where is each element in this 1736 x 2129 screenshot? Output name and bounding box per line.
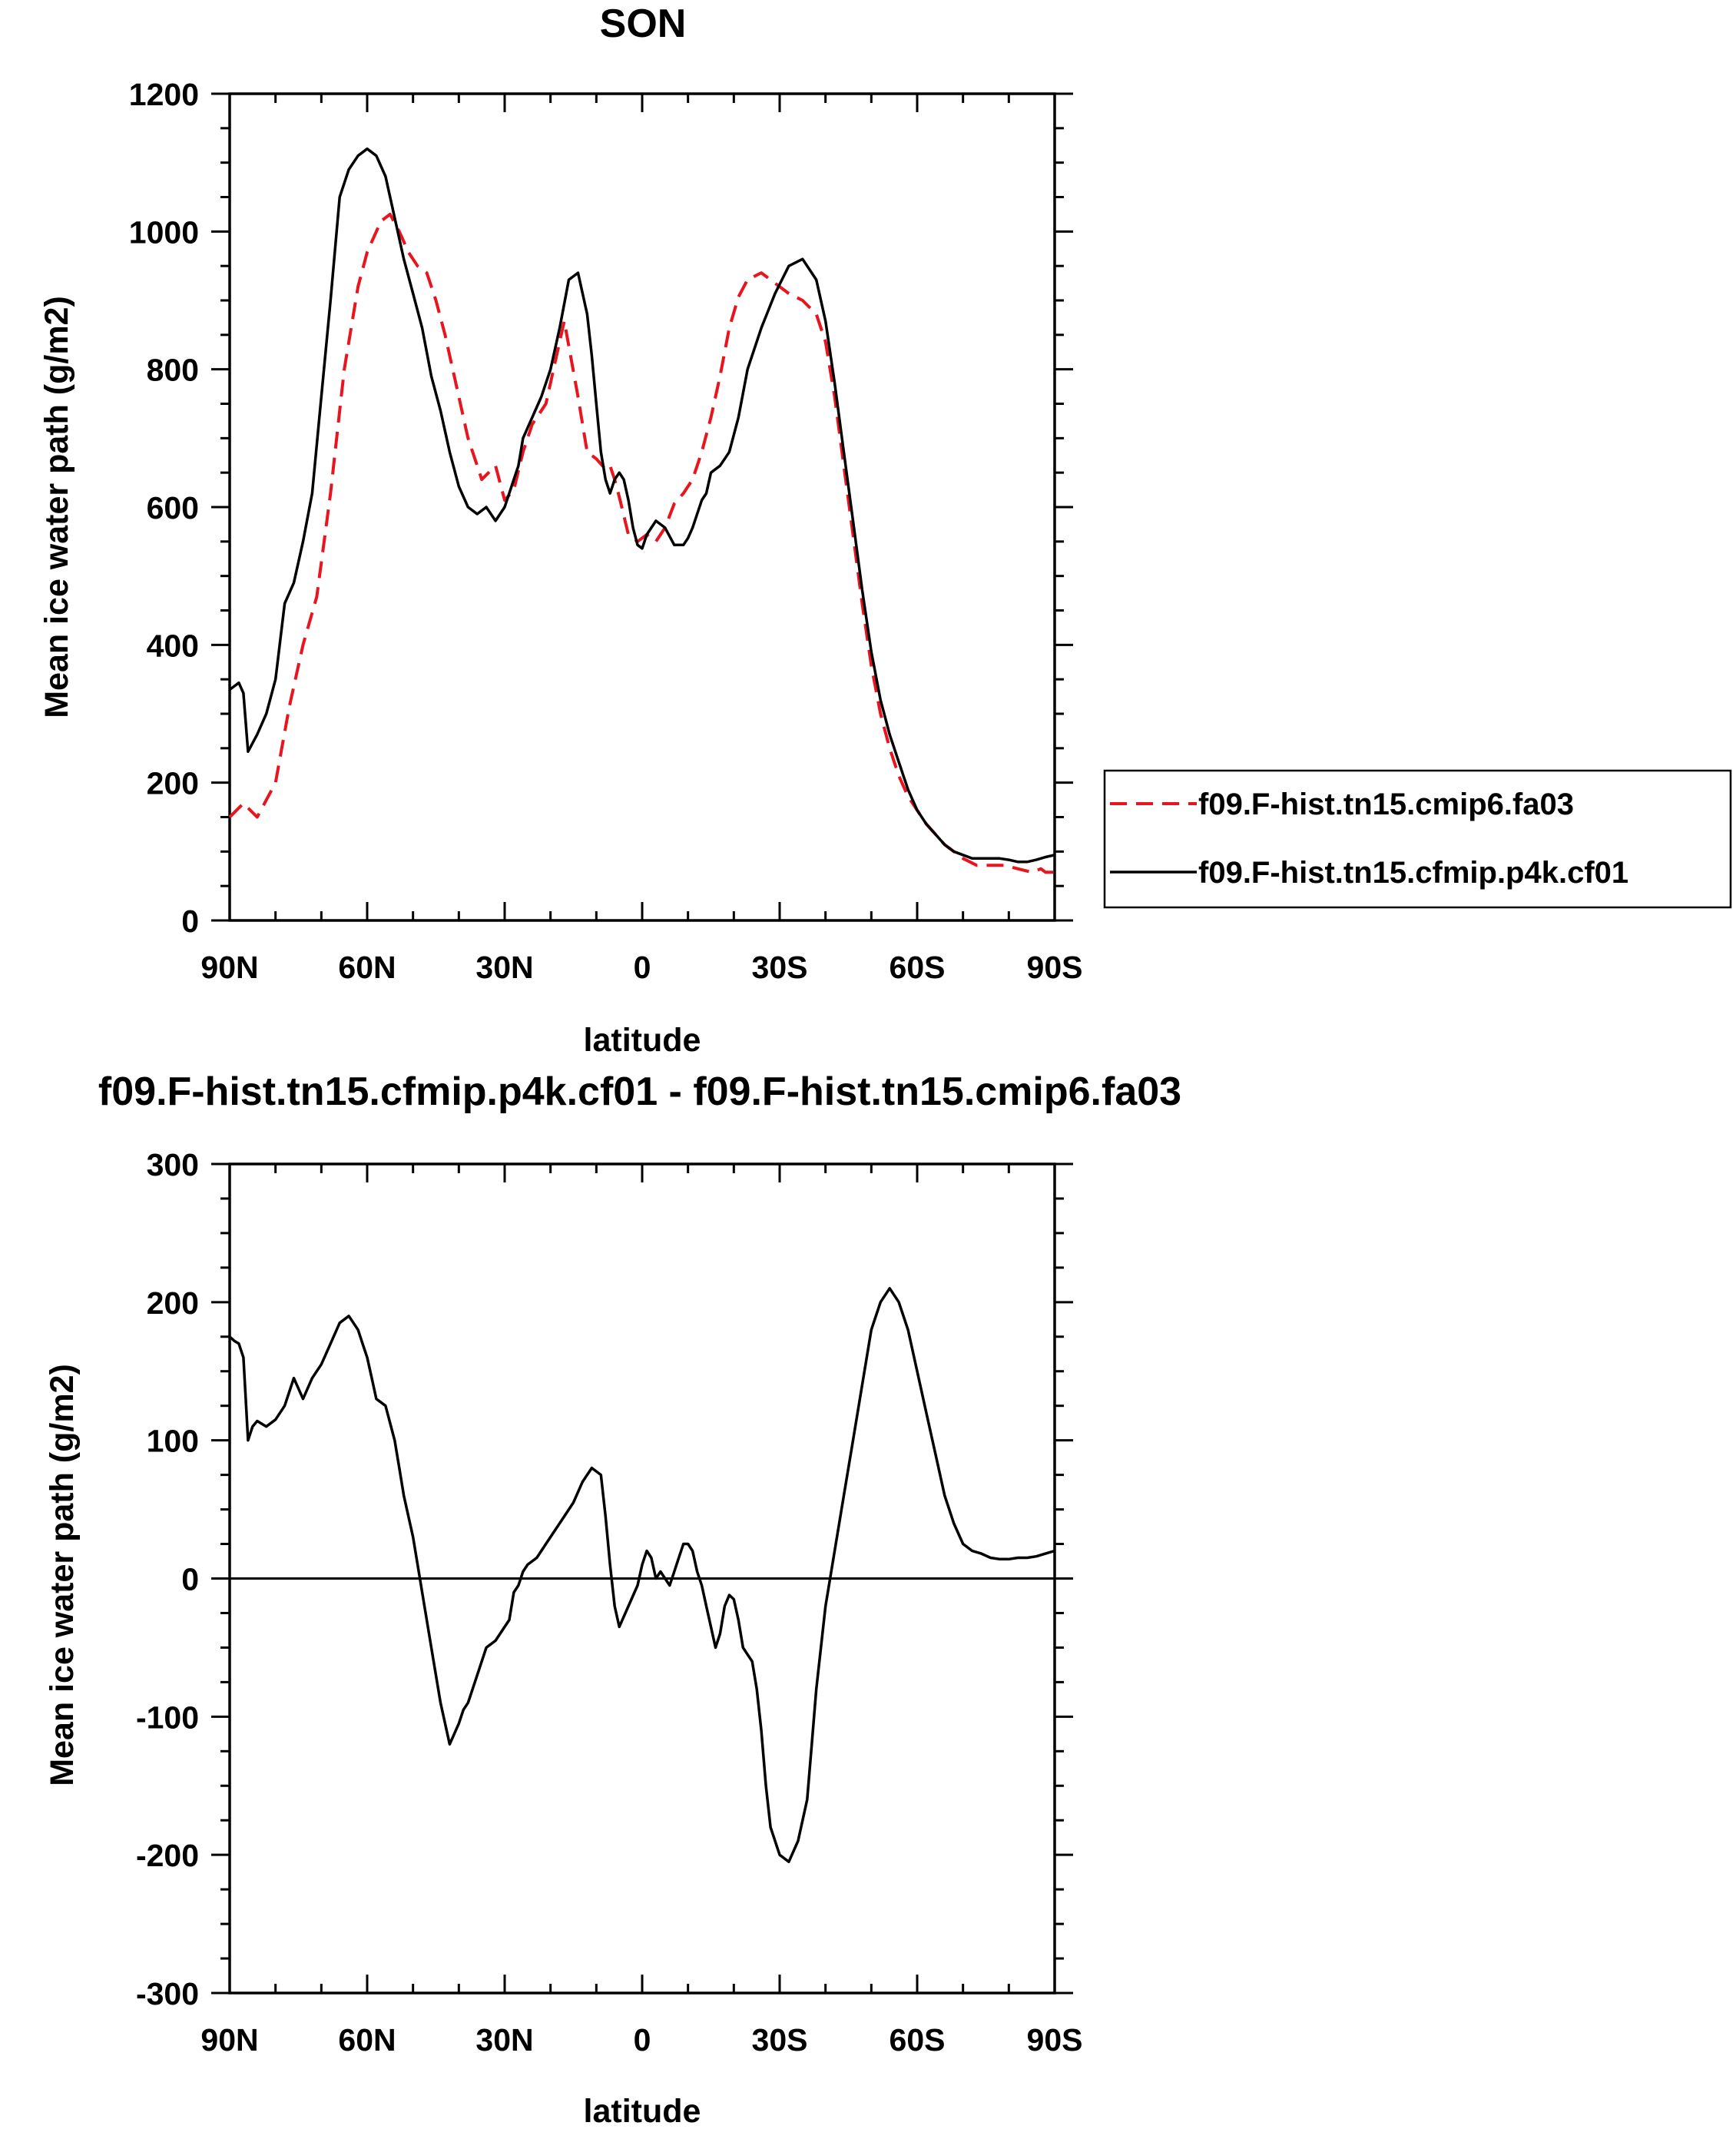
y-tick-label: 0	[181, 904, 199, 939]
y-tick-label: 1200	[129, 77, 199, 112]
y-tick-label: -200	[136, 1838, 199, 1873]
tick-labels: 90N 60N 30N 0 30S 60S 90S -300 -200 -100 0 100 200 30…	[136, 1147, 1083, 2058]
x-tick-label: 60S	[890, 950, 946, 985]
x-tick-label: 30N	[475, 2022, 533, 2058]
x-tick-label: 90S	[1027, 2022, 1083, 2058]
x-axis-label: latitude	[584, 2093, 701, 2129]
x-tick-label: 90S	[1027, 950, 1083, 985]
x-tick-label: 0	[634, 950, 651, 985]
legend-label-fa03: f09.F-hist.tn15.cmip6.fa03	[1198, 788, 1574, 821]
y-tick-label: 300	[147, 1147, 199, 1182]
plot-frame	[228, 1162, 1056, 1995]
y-tick-label: 200	[147, 1285, 199, 1321]
series-lines	[228, 1287, 1055, 1863]
y-tick-label: -100	[136, 1700, 199, 1735]
tick-labels: 90N 60N 30N 0 30S 60S 90S 0 200 400 600 800 1000 1200	[129, 77, 1083, 985]
legend-box	[1103, 769, 1732, 909]
y-tick-label: 0	[181, 1562, 199, 1597]
y-tick-label: -300	[136, 1976, 199, 2011]
series-lines	[228, 147, 1055, 874]
y-tick-label: 200	[147, 766, 199, 801]
x-tick-label: 30S	[752, 950, 808, 985]
series-line-0	[228, 1287, 1055, 1863]
series-line-0	[228, 212, 1055, 874]
difference-panel: f09.F-hist.tn15.cfmip.p4k.cf01 - f09.F-h…	[44, 1069, 1181, 2129]
x-tick-label: 90N	[200, 2022, 258, 2058]
x-tick-label: 30N	[475, 950, 533, 985]
y-tick-label: 100	[147, 1424, 199, 1459]
legend: f09.F-hist.tn15.cmip6.fa03 f09.F-hist.tn…	[1103, 769, 1732, 909]
x-tick-label: 0	[634, 2022, 651, 2058]
x-tick-label: 60N	[338, 2022, 396, 2058]
y-axis-label: Mean ice water path (g/m2)	[44, 1364, 81, 1786]
chart-title: f09.F-hist.tn15.cfmip.p4k.cf01 - f09.F-h…	[98, 1069, 1181, 1114]
y-axis-label: Mean ice water path (g/m2)	[38, 296, 75, 718]
legend-label-cf01: f09.F-hist.tn15.cfmip.p4k.cf01	[1198, 856, 1628, 890]
x-tick-label: 30S	[752, 2022, 808, 2058]
series-line-1	[228, 147, 1055, 864]
plot-frame	[228, 92, 1056, 922]
y-tick-label: 600	[147, 490, 199, 526]
x-tick-label: 90N	[200, 950, 258, 985]
x-axis-label: latitude	[584, 1022, 701, 1059]
x-tick-label: 60S	[890, 2022, 946, 2058]
y-tick-label: 400	[147, 628, 199, 663]
zonal-mean-panel: SON 90N 60N 30N 0 30S 60S 90S 0 200 400 600 800 1000…	[38, 2, 1732, 1059]
x-tick-label: 60N	[338, 950, 396, 985]
y-tick-label: 1000	[129, 214, 199, 250]
y-tick-label: 800	[147, 353, 199, 388]
axes-ticks	[211, 92, 1073, 922]
chart-title: SON	[600, 2, 687, 46]
